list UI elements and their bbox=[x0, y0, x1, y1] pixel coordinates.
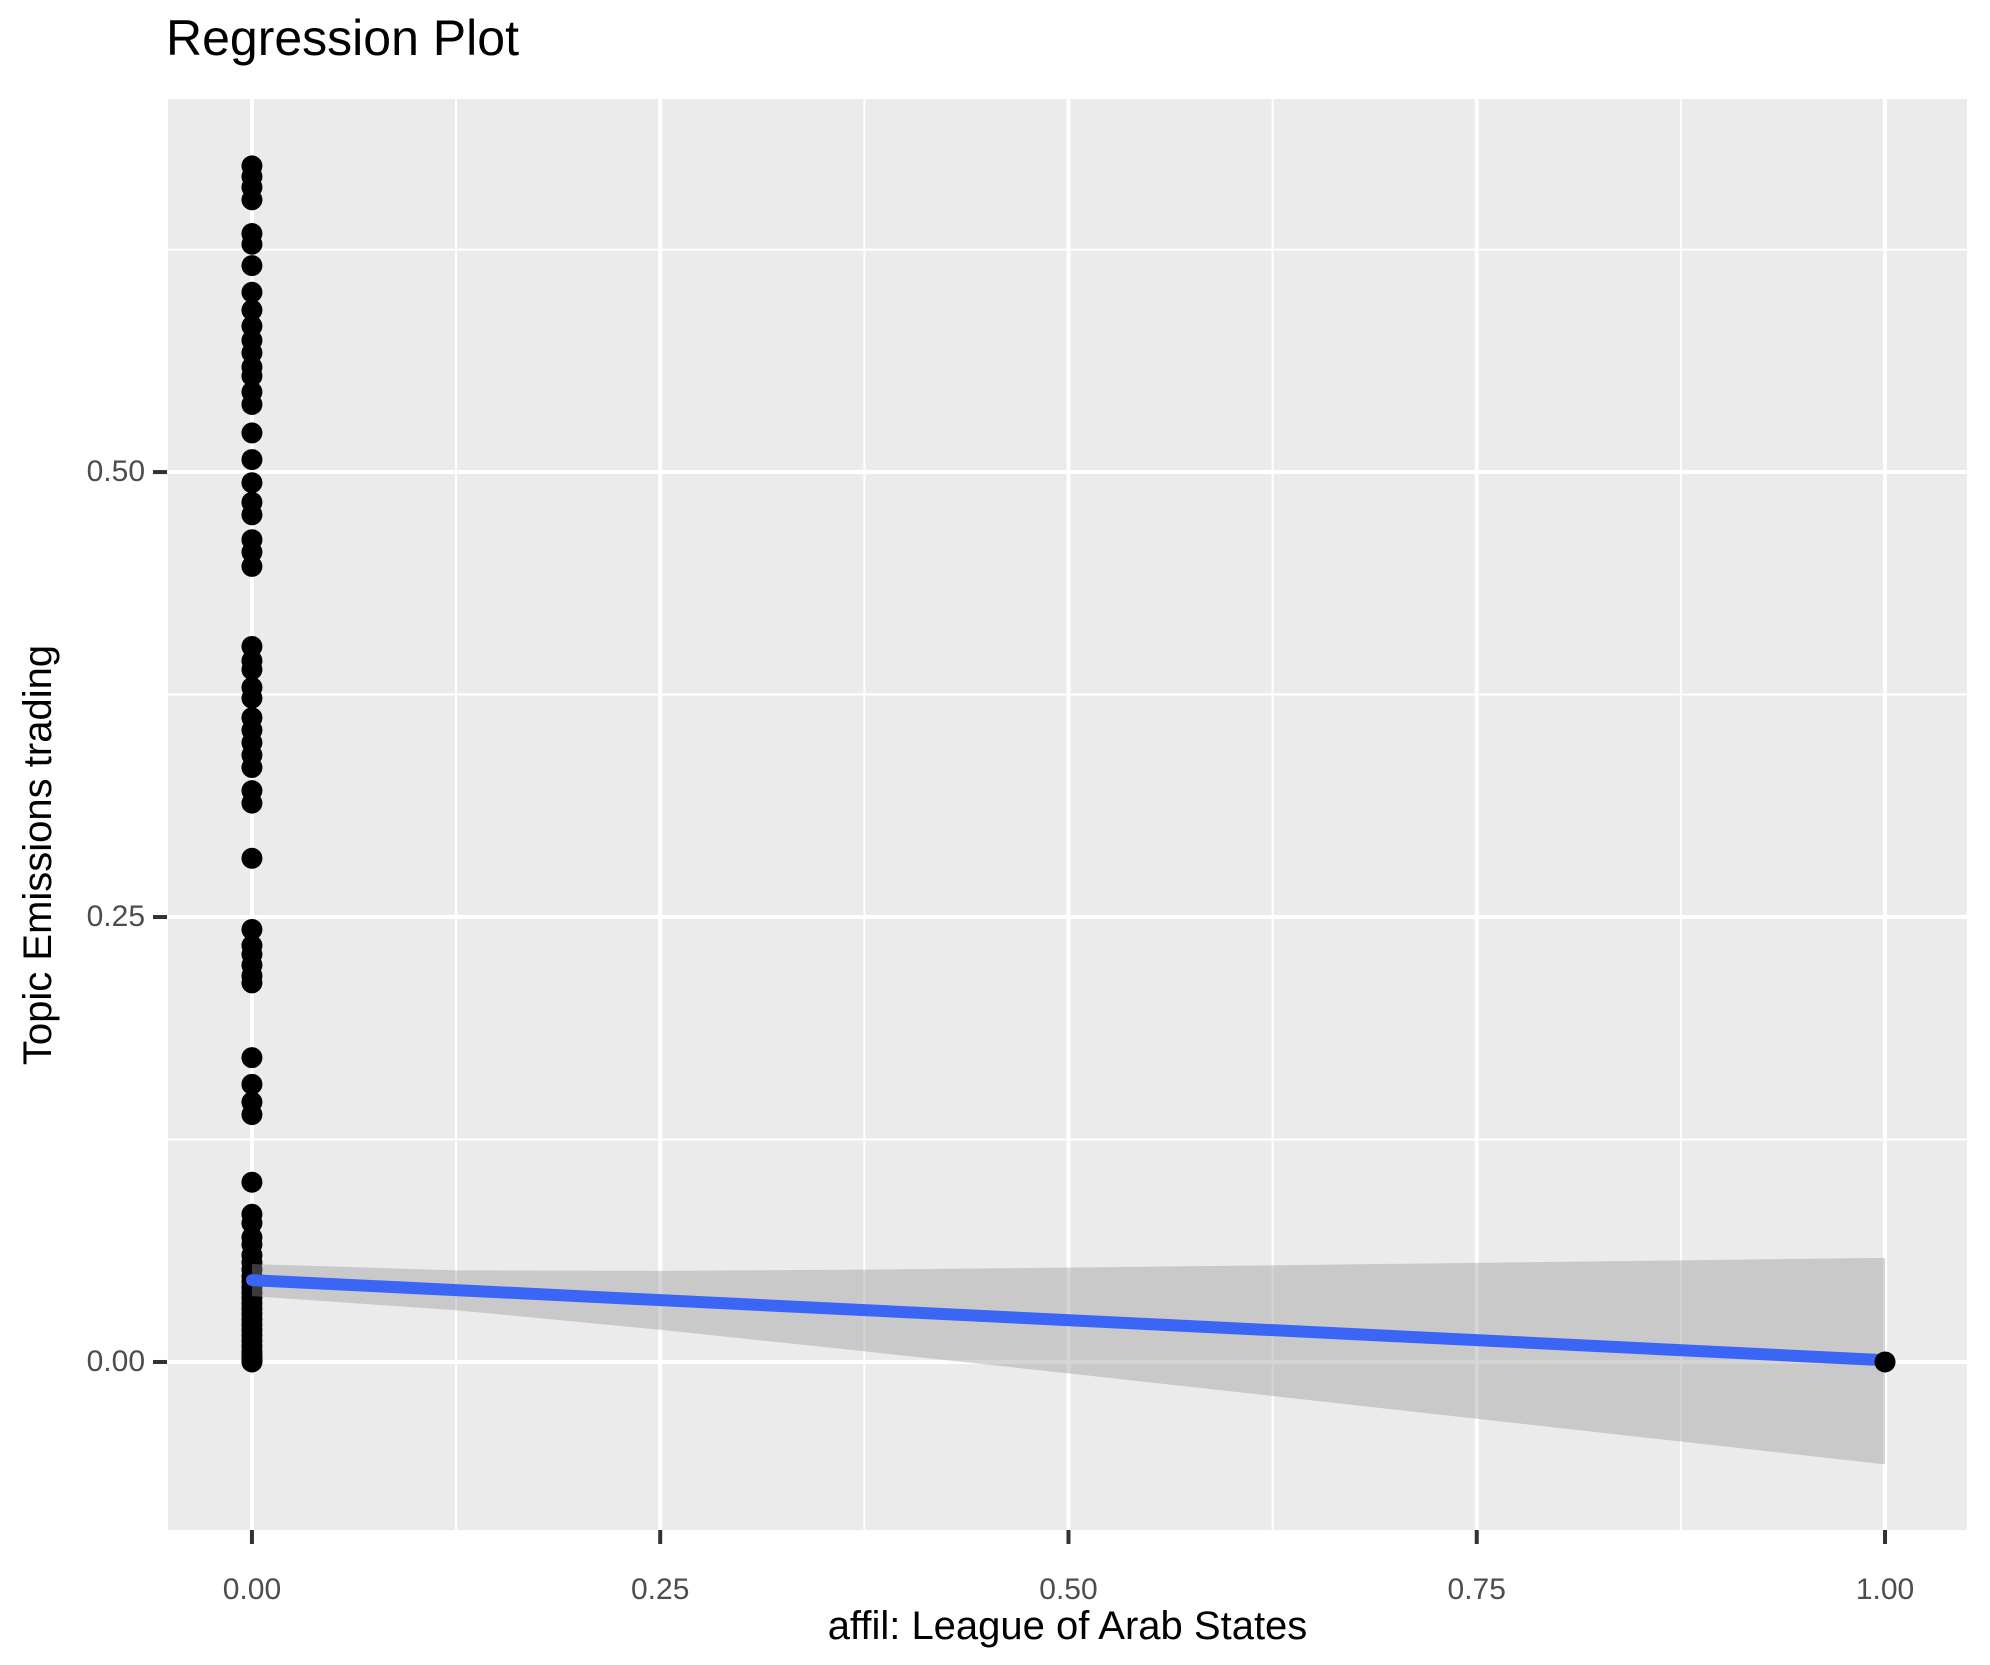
x-tick-label: 0.00 bbox=[222, 1573, 282, 1606]
regression-line bbox=[245, 1274, 1892, 1367]
data-point bbox=[241, 555, 263, 577]
data-point bbox=[241, 687, 263, 709]
data-point bbox=[241, 233, 263, 255]
plot-title: Regression Plot bbox=[166, 10, 519, 66]
data-point bbox=[241, 365, 263, 387]
data-point bbox=[241, 1047, 263, 1069]
data-point bbox=[241, 449, 263, 471]
data-point bbox=[241, 757, 263, 779]
data-point bbox=[241, 1171, 263, 1193]
confidence-band bbox=[251, 1257, 1886, 1465]
data-point bbox=[241, 393, 263, 415]
data-point bbox=[241, 1351, 263, 1373]
data-point bbox=[241, 422, 263, 444]
x-tick-label: 0.75 bbox=[1447, 1573, 1506, 1606]
data-point bbox=[241, 281, 263, 303]
data-point bbox=[241, 189, 263, 211]
data-point bbox=[241, 299, 263, 321]
y-tick-label: 0.00 bbox=[86, 1344, 145, 1378]
x-tick-label: 0.25 bbox=[631, 1573, 690, 1606]
data-point bbox=[241, 472, 263, 494]
y-tick-label: 0.50 bbox=[86, 455, 145, 489]
data-point bbox=[241, 847, 263, 869]
data-point bbox=[241, 792, 263, 814]
data-point bbox=[241, 918, 263, 940]
x-tick-label: 1.00 bbox=[1855, 1573, 1915, 1606]
data-point bbox=[241, 972, 263, 994]
data-point bbox=[241, 255, 263, 277]
y-tick-label: 0.25 bbox=[86, 900, 145, 934]
x-axis-title: affil: League of Arab States bbox=[827, 1604, 1308, 1648]
data-point bbox=[241, 504, 263, 526]
data-point bbox=[241, 1104, 263, 1126]
data-point bbox=[241, 1073, 263, 1095]
data-point bbox=[1874, 1351, 1896, 1373]
x-tick-label: 0.50 bbox=[1039, 1573, 1098, 1606]
data-point bbox=[241, 659, 263, 681]
